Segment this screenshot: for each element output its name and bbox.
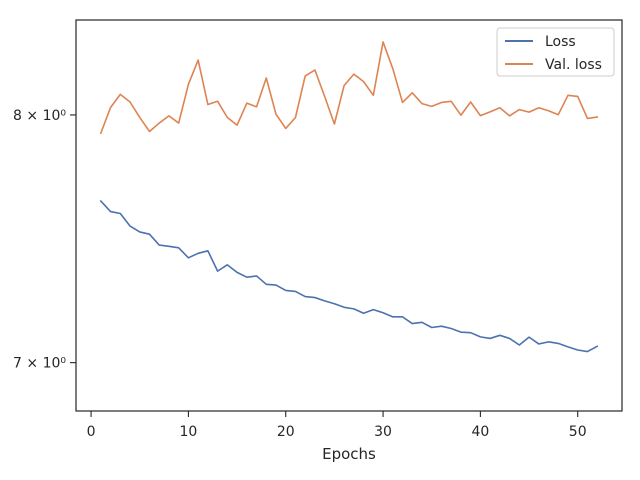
x-tick-label: 0 [87,424,96,440]
y-axis: 7 × 10⁰ 8 × 10⁰ [13,108,76,372]
plot-frame [75,19,623,412]
series-line-loss [99,199,599,353]
x-tick-label: 30 [374,424,392,440]
y-tick-label: 7 × 10⁰ [13,356,66,372]
x-axis-label: Epochs [322,445,376,463]
plot-lines [99,41,599,353]
legend: Loss Val. loss [496,27,615,77]
legend-label-loss: Loss [545,34,576,50]
x-tick-label: 20 [277,424,295,440]
x-axis: 0 10 20 30 40 50 [87,411,587,440]
x-tick-label: 10 [179,424,197,440]
series-line-val-loss [99,41,599,135]
x-tick-label: 50 [569,424,587,440]
x-tick-label: 40 [471,424,489,440]
legend-label-val-loss: Val. loss [545,57,602,73]
y-tick-label: 8 × 10⁰ [13,108,66,124]
